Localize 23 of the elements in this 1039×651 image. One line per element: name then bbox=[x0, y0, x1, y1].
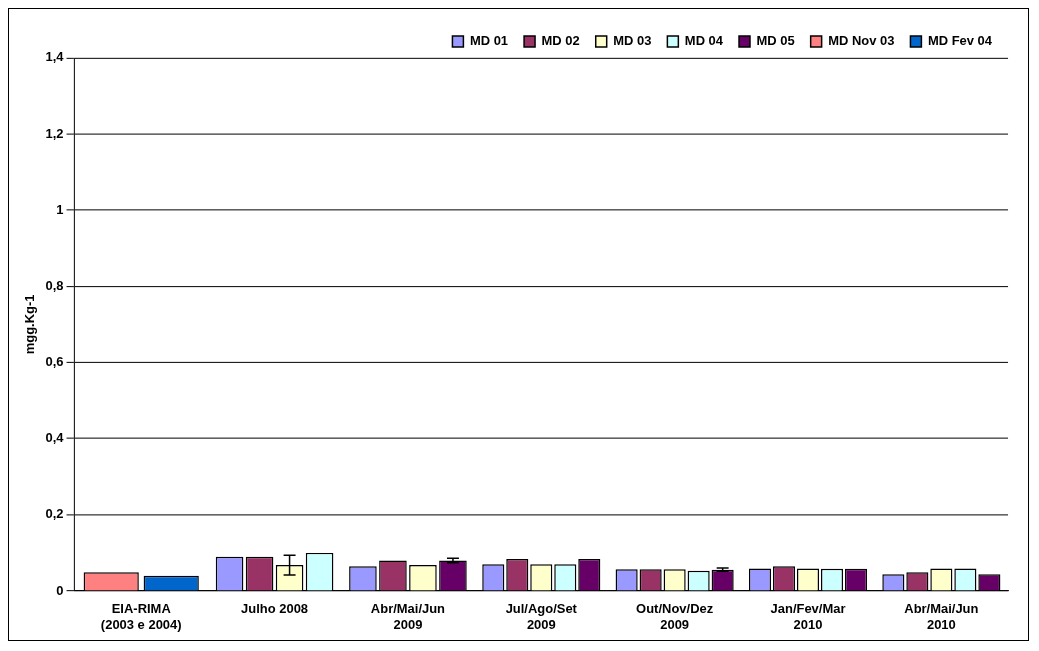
y-tick-label: 1 bbox=[56, 201, 64, 217]
y-tick-label: 0,8 bbox=[45, 277, 64, 293]
y-tick-label: 1,4 bbox=[45, 49, 65, 65]
x-tick-label: Jan/Fev/Mar 2010 bbox=[770, 601, 846, 632]
x-tick-label: Julho 2008 bbox=[241, 601, 309, 617]
legend-label: MD 03 bbox=[613, 32, 652, 48]
x-tick-label: Out/Nov/Dez 2009 bbox=[636, 601, 714, 632]
y-tick-label: 0,2 bbox=[45, 506, 64, 522]
x-tick-label: Jul/Ago/Set 2009 bbox=[505, 601, 578, 632]
legend-label: MD 04 bbox=[684, 32, 724, 48]
legend-label: MD 05 bbox=[756, 32, 795, 48]
legend-label: MD Nov 03 bbox=[828, 32, 895, 48]
legend-label: MD Fev 04 bbox=[927, 32, 993, 48]
x-tick-label: Abr/Mai/Jun 2009 bbox=[370, 601, 446, 632]
y-tick-label: 0 bbox=[56, 582, 64, 598]
y-tick-label: 0,6 bbox=[45, 354, 64, 370]
x-tick-label: EIA-RIMA (2003 e 2004) bbox=[100, 601, 182, 632]
y-axis-title: mgg.Kg-1 bbox=[22, 294, 38, 355]
y-tick-label: 0,4 bbox=[45, 430, 65, 446]
legend-label: MD 01 bbox=[469, 32, 509, 48]
x-tick-label: Abr/Mai/Jun 2010 bbox=[904, 601, 979, 632]
legend-label: MD 02 bbox=[541, 32, 580, 48]
y-tick-label: 1,2 bbox=[45, 125, 64, 141]
